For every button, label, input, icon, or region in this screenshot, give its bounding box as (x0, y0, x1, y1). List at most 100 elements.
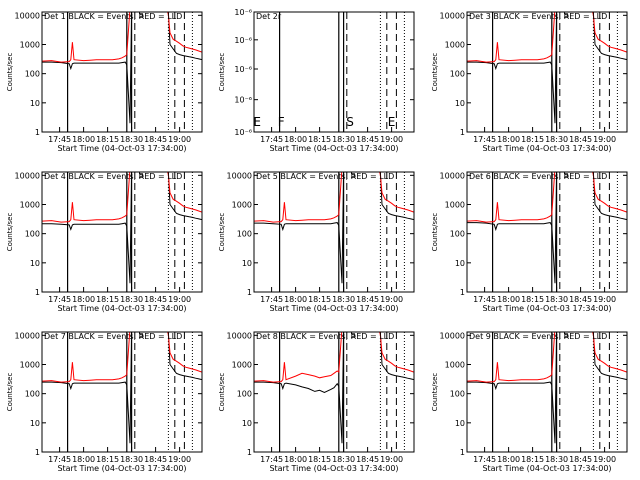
y-tick-label: 10⁻⁶ (234, 65, 252, 74)
event-label: S (346, 115, 354, 129)
y-tick-label: 100 (25, 390, 40, 399)
lld-series-line (42, 12, 202, 63)
events-series-line (42, 172, 202, 284)
x-tick-label: 18:30 (120, 295, 143, 304)
y-tick-label: 1000 (20, 200, 40, 209)
y-tick-label: 100 (450, 230, 465, 239)
x-tick-label: 19:00 (380, 135, 403, 144)
x-tick-label: 17:45 (473, 455, 496, 464)
y-tick-label: 10000 (440, 331, 465, 340)
y-axis-label: Counts/sec (6, 373, 14, 412)
y-tick-label: 1000 (445, 40, 465, 49)
plot-frame (41, 331, 203, 453)
detector-panel: 1 10 100 1000 10000 17:45 18:00 18:15 18:30 18:45… (431, 11, 628, 153)
x-tick-label: 18:15 (96, 455, 119, 464)
x-tick-label: 19:00 (593, 135, 616, 144)
x-tick-label: 18:00 (72, 295, 95, 304)
x-tick-label: 19:00 (168, 135, 191, 144)
event-label: S (563, 11, 569, 21)
y-tick-label: 10 (242, 259, 252, 268)
x-tick-label: 18:00 (72, 135, 95, 144)
y-axis-label: Counts/sec (431, 213, 439, 252)
x-tick-label: 18:15 (521, 135, 544, 144)
plot-frame (253, 11, 415, 133)
x-tick-label: 17:45 (260, 295, 283, 304)
panel-title: Det 8 BLACK = Events, RED = LLD (256, 332, 394, 341)
x-axis-label: Start Time (04-Oct-03 17:34:00) (482, 144, 611, 153)
panel-title: Det 3 BLACK = Events, RED = LLD (469, 12, 607, 21)
x-tick-label: 19:00 (168, 295, 191, 304)
x-tick-label: 18:45 (356, 135, 379, 144)
panel-title: Det 6 BLACK = Events, RED = LLD (469, 172, 607, 181)
x-tick-label: 18:30 (120, 135, 143, 144)
lld-series-line (467, 12, 627, 63)
y-tick-label: 100 (237, 390, 252, 399)
y-tick-label: 10000 (15, 11, 40, 20)
event-label: S (350, 171, 356, 181)
x-tick-label: 18:15 (308, 455, 331, 464)
panel-title: Det 5 BLACK = Events, RED = LLD (256, 172, 394, 181)
x-tick-label: 18:30 (545, 295, 568, 304)
event-label: E (253, 115, 261, 129)
panel-title: Det 9 BLACK = Events, RED = LLD (469, 332, 607, 341)
plot-frame (466, 171, 628, 293)
lld-series-line (254, 172, 414, 223)
x-axis-label: Start Time (04-Oct-03 17:34:00) (482, 464, 611, 473)
panel-title: Det 2r (256, 12, 282, 21)
y-tick-label: 1000 (445, 200, 465, 209)
event-label: S (138, 11, 144, 21)
x-tick-label: 17:45 (260, 455, 283, 464)
plot-frame (41, 11, 203, 133)
detector-panel: 1 10 100 1000 10000 17:45 18:00 18:15 18:30 18:45… (6, 331, 203, 473)
y-tick-label: 1000 (232, 360, 252, 369)
x-tick-label: 18:15 (308, 295, 331, 304)
events-series-line (42, 332, 202, 444)
y-tick-label: 10000 (227, 331, 252, 340)
y-tick-label: 100 (450, 390, 465, 399)
lld-series-line (254, 332, 414, 383)
x-tick-label: 18:45 (356, 295, 379, 304)
panel-title: Det 7 BLACK = Events, RED = LLD (44, 332, 182, 341)
x-axis-label: Start Time (04-Oct-03 17:34:00) (269, 144, 398, 153)
x-tick-label: 18:00 (284, 295, 307, 304)
y-axis-label: Counts/sec (6, 213, 14, 252)
lld-series-line (467, 332, 627, 383)
x-tick-label: 17:45 (260, 135, 283, 144)
x-tick-label: 18:00 (497, 135, 520, 144)
y-tick-label: 10 (30, 419, 40, 428)
y-tick-label: 1 (247, 288, 252, 297)
x-tick-label: 18:30 (545, 455, 568, 464)
y-tick-label: 100 (450, 70, 465, 79)
x-axis-label: Start Time (04-Oct-03 17:34:00) (57, 304, 186, 313)
y-tick-label: 1000 (20, 40, 40, 49)
event-label: S (350, 331, 356, 341)
x-tick-label: 18:00 (497, 295, 520, 304)
detector-panel: 10⁻⁶ 10⁻⁶ 10⁻⁶ 10⁻⁶ 10⁻⁶ 17:45 18:00 18:15 18:30… (218, 8, 415, 153)
y-tick-label: 1000 (232, 200, 252, 209)
x-tick-label: 18:30 (545, 135, 568, 144)
x-tick-label: 19:00 (593, 455, 616, 464)
plot-frame (466, 331, 628, 453)
y-tick-label: 10000 (440, 171, 465, 180)
y-tick-label: 1 (35, 128, 40, 137)
x-tick-label: 18:15 (96, 295, 119, 304)
x-tick-label: 18:45 (144, 455, 167, 464)
y-tick-label: 1000 (20, 360, 40, 369)
y-tick-label: 10 (455, 99, 465, 108)
x-tick-label: 18:45 (569, 455, 592, 464)
y-tick-label: 10⁻⁶ (234, 8, 252, 17)
plot-frame (253, 331, 415, 453)
x-axis-label: Start Time (04-Oct-03 17:34:00) (269, 304, 398, 313)
x-axis-label: Start Time (04-Oct-03 17:34:00) (482, 304, 611, 313)
x-tick-label: 18:45 (144, 295, 167, 304)
x-tick-label: 18:45 (144, 135, 167, 144)
events-series-line (467, 172, 627, 284)
x-tick-label: 19:00 (380, 295, 403, 304)
y-tick-label: 100 (237, 230, 252, 239)
lld-series-line (42, 332, 202, 383)
y-tick-label: 10⁻⁶ (234, 128, 252, 137)
plot-frame (466, 11, 628, 133)
x-tick-label: 18:00 (284, 455, 307, 464)
event-label: S (563, 171, 569, 181)
